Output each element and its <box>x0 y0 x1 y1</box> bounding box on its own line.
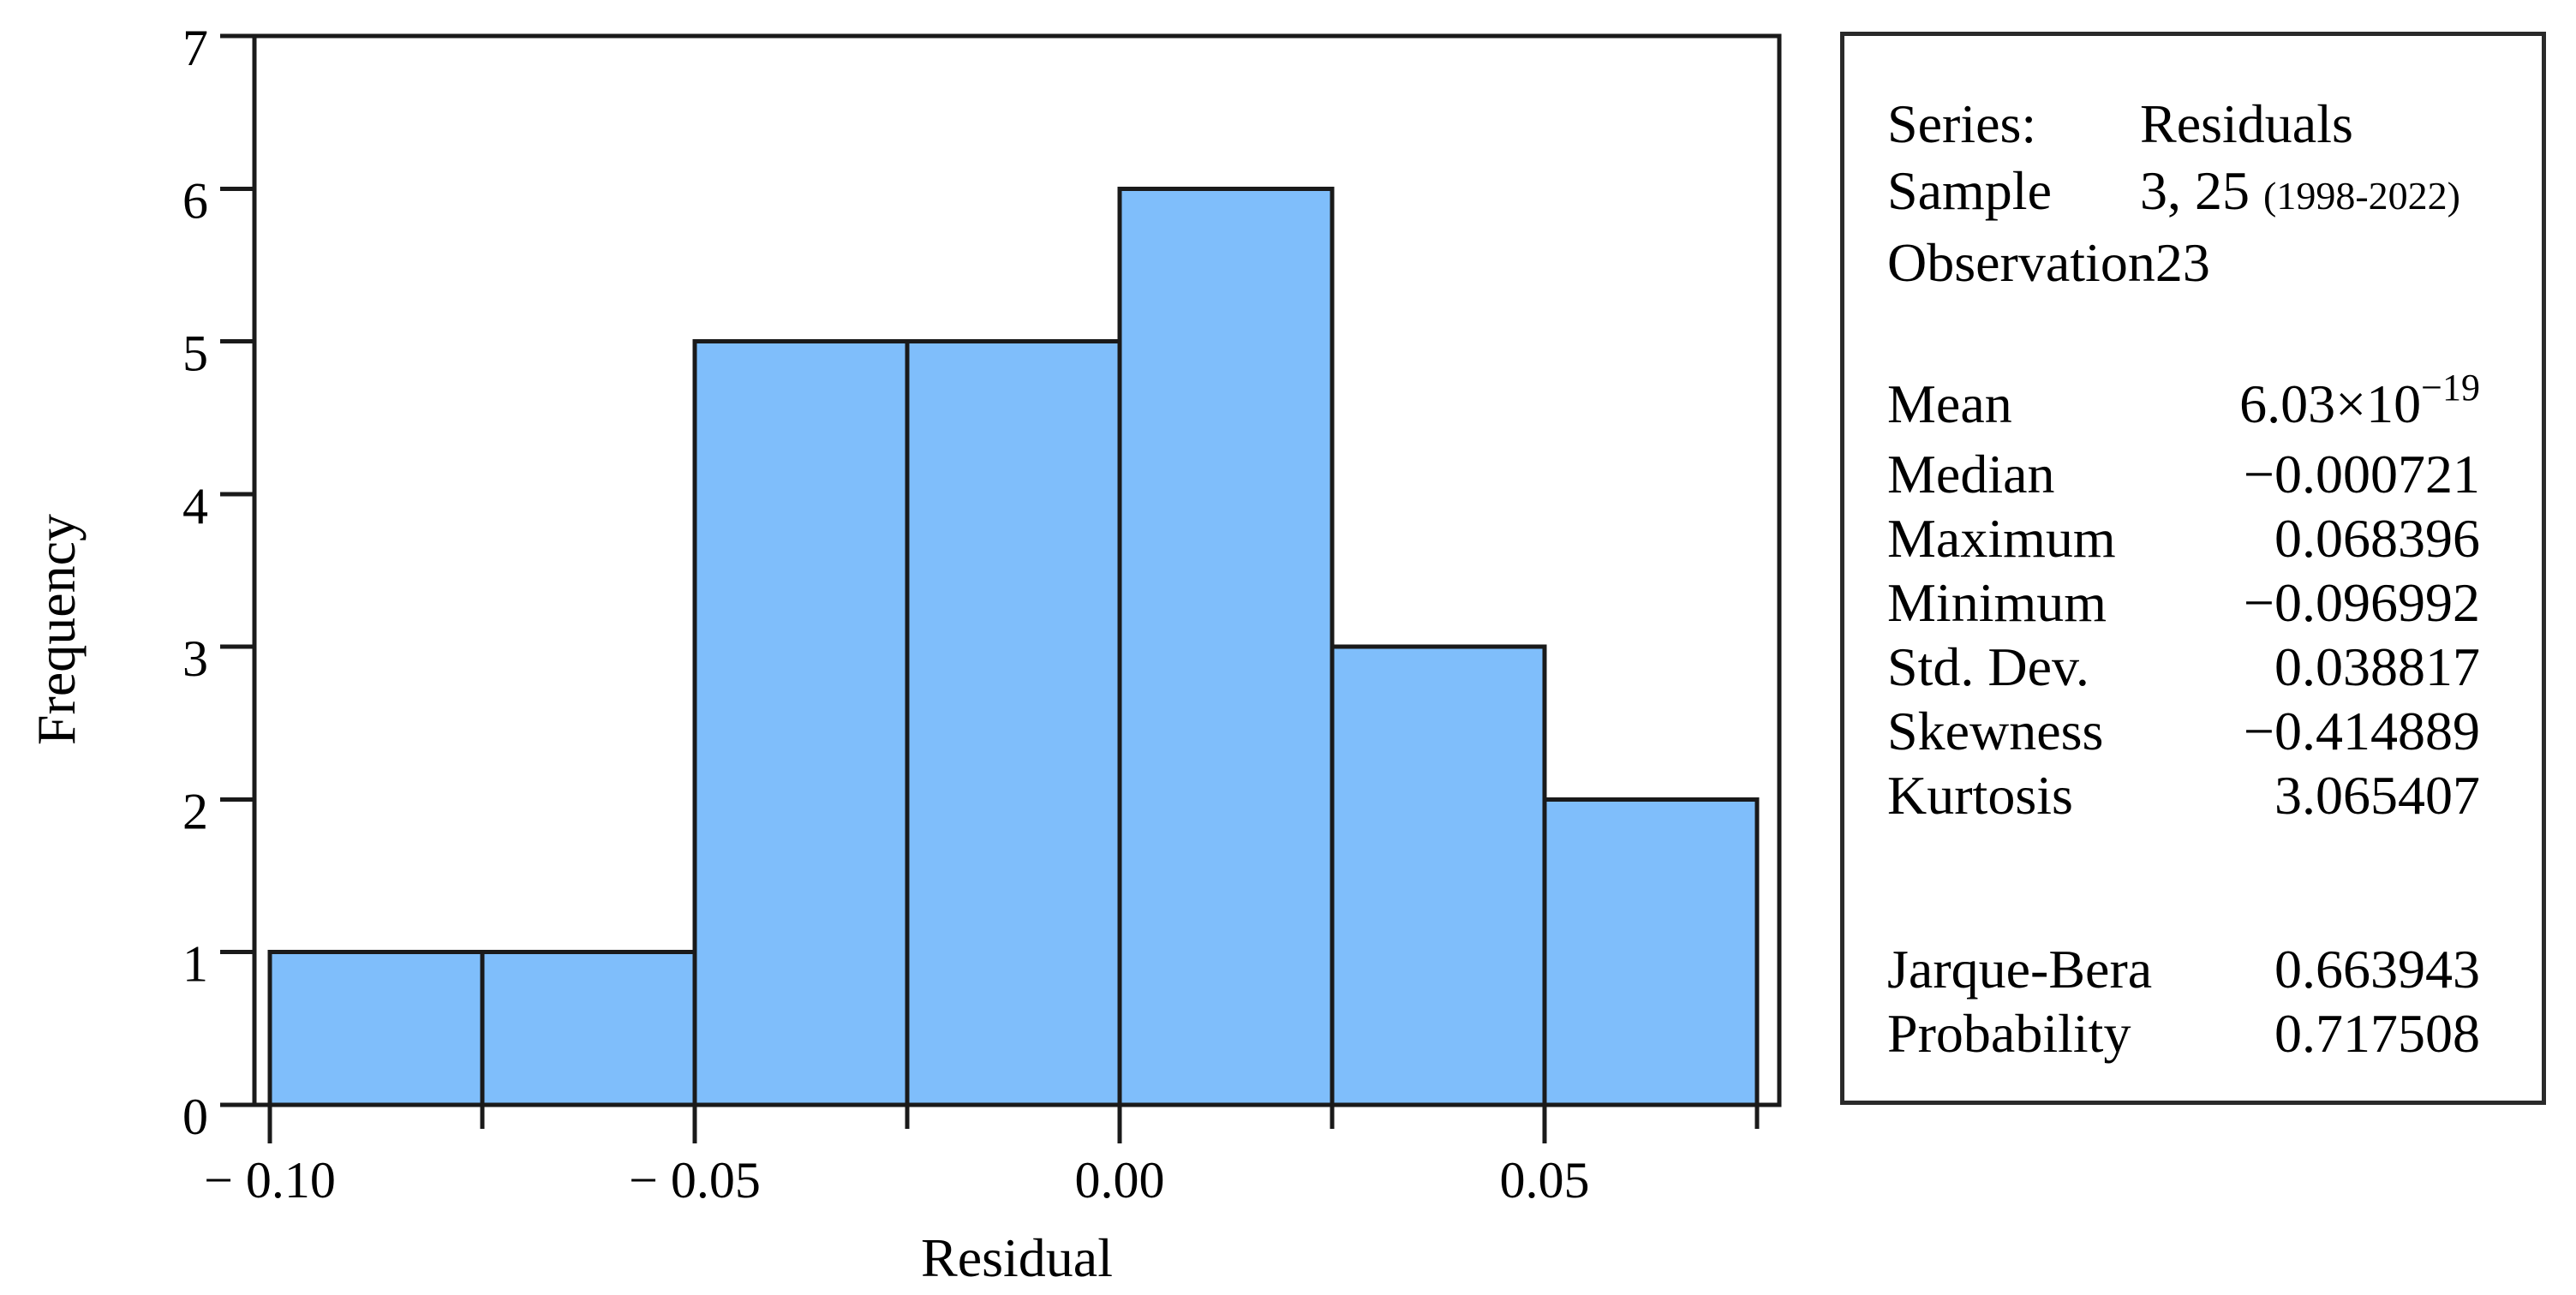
stat-value: −0.414889 <box>2243 701 2480 761</box>
histogram-bar <box>692 339 910 1107</box>
stat-label: Sample <box>1887 160 2052 221</box>
sample-range-note: (1998-2022) <box>2263 174 2460 218</box>
stat-value: Residuals <box>2140 93 2353 154</box>
x-tick-label: 0.00 <box>1075 1152 1165 1208</box>
stat-label: Observation <box>1887 232 2155 293</box>
y-tick-label: 5 <box>182 325 208 382</box>
stat-value: 3.065407 <box>2274 765 2480 826</box>
x-axis-title: Residual <box>921 1227 1113 1288</box>
stat-label: Series: <box>1887 93 2037 154</box>
stat-row: Kurtosis 3.065407 <box>1887 763 2480 827</box>
histogram-bar <box>1117 186 1335 1107</box>
panel-spacer <box>1887 827 2480 937</box>
stat-value: 0.663943 <box>2274 939 2480 1000</box>
stat-value: 0.717508 <box>2274 1003 2480 1064</box>
x-tick-label: − 0.05 <box>629 1152 761 1208</box>
stat-row: Maximum 0.068396 <box>1887 506 2480 570</box>
stat-value: 23 <box>2155 232 2210 293</box>
y-tick-label: 3 <box>182 630 208 687</box>
histogram-bar <box>480 950 697 1107</box>
stats-panel-header: Series: Residuals Sample 3, 25 (1998-2022) … <box>1887 91 2480 296</box>
stat-label: Skewness <box>1887 701 2104 761</box>
histogram-bar <box>1542 797 1760 1107</box>
stats-panel: Series: Residuals Sample 3, 25 (1998-2022) … <box>1840 32 2546 1105</box>
y-tick-label: 1 <box>182 936 208 993</box>
x-tick-label: 0.05 <box>1500 1152 1590 1208</box>
stat-value: 3, 25 <box>2140 160 2250 221</box>
y-tick-label: 2 <box>182 783 208 839</box>
mean-mantissa: 6.03×10 <box>2239 373 2422 434</box>
stat-value: −0.096992 <box>2243 572 2480 633</box>
mean-exponent: −19 <box>2421 367 2480 409</box>
panel-spacer <box>1887 296 2480 372</box>
stat-row: Skewness −0.414889 <box>1887 699 2480 763</box>
stat-label: Median <box>1887 444 2055 504</box>
stat-value: 0.068396 <box>2274 508 2480 569</box>
stat-label: Probability <box>1887 1003 2131 1064</box>
stat-row: Series: Residuals <box>1887 91 2480 158</box>
y-tick-label: 4 <box>182 478 208 534</box>
stat-value: 0.038817 <box>2274 636 2480 697</box>
x-tick-label: − 0.10 <box>204 1152 336 1208</box>
stat-label: Maximum <box>1887 508 2116 569</box>
stat-label: Kurtosis <box>1887 765 2073 826</box>
plot-frame <box>252 33 1782 1107</box>
stat-row: Minimum −0.096992 <box>1887 570 2480 635</box>
stat-row: Jarque-Bera 0.663943 <box>1887 937 2480 1001</box>
histogram-bar <box>267 950 485 1107</box>
histogram-bar <box>1330 644 1547 1107</box>
stat-row: Mean 6.03×10−19 <box>1887 367 2480 442</box>
y-tick-label: 7 <box>182 20 208 76</box>
stats-panel-statistics: Mean 6.03×10−19 Median −0.000721 Maximum… <box>1887 367 2480 827</box>
stat-label: Std. Dev. <box>1887 636 2089 697</box>
stat-row: Observation23 <box>1887 230 2480 296</box>
y-tick-label: 0 <box>182 1089 208 1145</box>
stat-row: Std. Dev. 0.038817 <box>1887 635 2480 699</box>
stat-value: −0.000721 <box>2243 444 2480 504</box>
stat-label: Minimum <box>1887 572 2107 633</box>
stat-row: Probability 0.717508 <box>1887 1001 2480 1065</box>
stats-panel-tests: Jarque-Bera 0.663943 Probability 0.71750… <box>1887 937 2480 1065</box>
stat-label: Mean <box>1887 373 2012 434</box>
stat-row: Sample 3, 25 (1998-2022) <box>1887 158 2480 230</box>
y-axis-title: Frequency <box>26 513 87 746</box>
y-tick-label: 6 <box>182 172 208 229</box>
stat-row: Median −0.000721 <box>1887 442 2480 506</box>
histogram-bar <box>905 339 1122 1107</box>
stat-value: 6.03×10−19 <box>2239 367 2480 442</box>
stat-label: Jarque-Bera <box>1887 939 2153 1000</box>
